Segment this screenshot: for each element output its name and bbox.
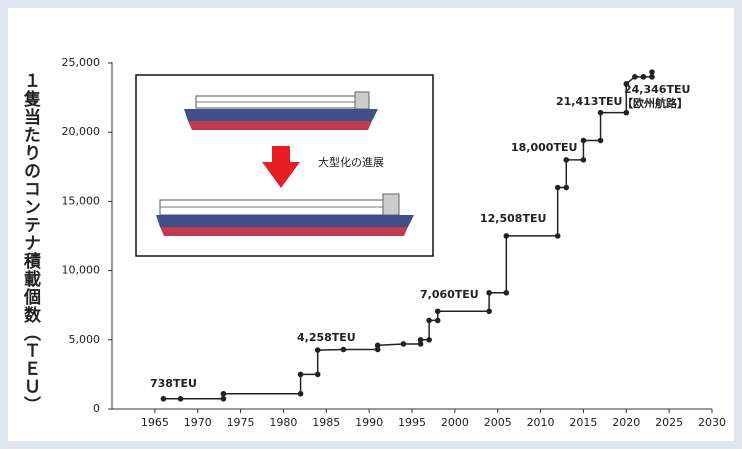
point xyxy=(417,337,424,343)
inset-label: 大型化の進展 xyxy=(318,155,384,169)
x-tick-label: 1985 xyxy=(312,416,340,429)
x-tick-label: 2015 xyxy=(569,416,597,429)
y-tick-label: 15,000 xyxy=(62,194,101,207)
annotation: 12,508TEU xyxy=(480,212,546,225)
point xyxy=(580,157,587,163)
point xyxy=(297,371,304,378)
y-tick-label: 25,000 xyxy=(62,56,101,69)
point xyxy=(417,341,424,347)
point xyxy=(554,184,561,191)
point xyxy=(486,308,492,315)
large-ship xyxy=(156,193,414,236)
point xyxy=(580,137,587,144)
point xyxy=(297,390,304,397)
annotation: 18,000TEU xyxy=(511,141,577,154)
x-tick-label: 2010 xyxy=(527,416,555,429)
series-line xyxy=(163,72,653,400)
point xyxy=(220,390,227,397)
point xyxy=(623,80,630,87)
annotation: 4,258TEU xyxy=(297,331,356,344)
x-tick-label: 1975 xyxy=(227,416,255,429)
point xyxy=(597,109,604,116)
x-tick-label: 1970 xyxy=(184,416,212,429)
x-tick-label: 2030 xyxy=(698,416,726,429)
x-tick-label: 2005 xyxy=(484,416,512,429)
point xyxy=(649,74,655,80)
x-tick-label: 2000 xyxy=(441,416,469,429)
annotation: 【欧州航路】 xyxy=(622,96,688,110)
point xyxy=(597,137,604,144)
y-tick-label: 0 xyxy=(93,402,100,415)
point xyxy=(563,157,570,163)
point xyxy=(640,74,647,80)
y-axis-label: １隻当たりのコンテナ積載個数（ＴＥＵ） xyxy=(20,72,40,414)
point xyxy=(314,347,321,353)
point xyxy=(503,289,510,296)
x-tick-label: 1980 xyxy=(269,416,297,429)
point xyxy=(374,342,381,349)
arrow xyxy=(262,146,300,188)
x-tick-label: 2025 xyxy=(655,416,683,429)
point xyxy=(340,346,347,353)
x-tick-label: 2020 xyxy=(612,416,640,429)
point xyxy=(177,395,184,402)
point xyxy=(374,346,381,353)
x-tick-label: 1990 xyxy=(355,416,383,429)
x-tick-label: 1995 xyxy=(398,416,426,429)
point xyxy=(503,233,510,239)
point xyxy=(554,233,561,239)
point xyxy=(649,69,655,75)
point xyxy=(486,289,492,296)
inset: 大型化の進展 xyxy=(135,74,434,257)
point xyxy=(314,371,321,378)
point xyxy=(434,308,441,315)
point xyxy=(563,184,570,191)
y-tick-label: 20,000 xyxy=(62,125,101,138)
annotation: 21,413TEU xyxy=(556,95,622,108)
point xyxy=(426,337,432,343)
point xyxy=(632,74,638,80)
annotation: 24,346TEU xyxy=(624,83,690,96)
point xyxy=(220,395,227,402)
point xyxy=(434,317,441,324)
y-tick-label: 5,000 xyxy=(69,333,101,346)
annotation: 7,060TEU xyxy=(420,288,479,301)
point xyxy=(400,341,407,347)
x-tick-label: 1965 xyxy=(141,416,169,429)
point xyxy=(623,109,630,116)
y-tick-label: 10,000 xyxy=(62,264,101,277)
annotation: 738TEU xyxy=(150,377,197,390)
point xyxy=(160,395,167,402)
small-ship xyxy=(184,91,378,130)
point xyxy=(426,317,432,324)
